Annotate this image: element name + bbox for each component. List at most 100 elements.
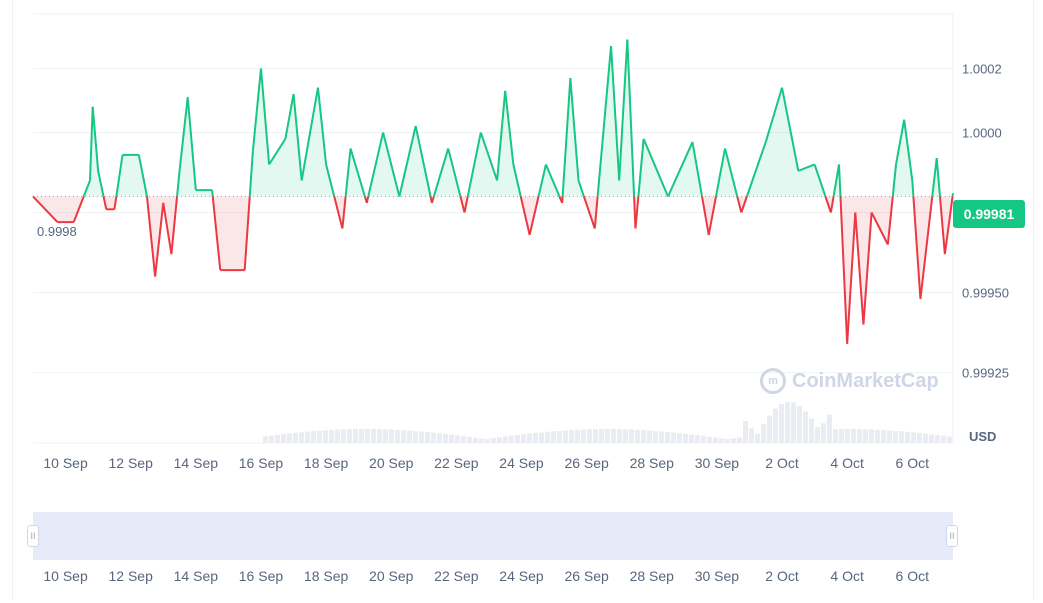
price-area-segment	[798, 164, 815, 197]
price-line-segment	[891, 164, 898, 197]
price-area-segment	[782, 87, 799, 197]
price-line-segment	[886, 196, 894, 245]
price-line-segment	[178, 97, 189, 171]
y-tick-label: 1.0002	[962, 61, 1002, 76]
price-line-segment	[593, 196, 599, 229]
price-line-segment	[137, 154, 148, 197]
x-tick-label: 6 Oct	[895, 455, 930, 471]
volume-bar	[725, 438, 730, 443]
volume-bar	[497, 437, 502, 443]
price-area-segment	[252, 68, 261, 197]
volume-bar	[917, 432, 922, 443]
volume-bar	[581, 429, 586, 443]
range-navigator[interactable]	[33, 512, 953, 560]
volume-bar	[737, 437, 742, 443]
navigator-tick-label: 6 Oct	[895, 568, 930, 584]
y-tick-label: 1.0000	[962, 125, 1002, 140]
price-line-segment	[577, 180, 585, 197]
navigator-right-handle[interactable]: II	[946, 525, 958, 547]
volume-bar	[905, 431, 910, 443]
volume-bar	[713, 437, 718, 443]
volume-bar	[689, 434, 694, 443]
volume-bar	[659, 431, 664, 443]
x-tick-label: 26 Sep	[564, 455, 609, 471]
navigator-left-handle[interactable]: II	[27, 525, 39, 547]
price-line-segment	[724, 148, 739, 197]
price-line-segment	[170, 196, 179, 255]
volume-bar	[347, 429, 352, 443]
price-line-segment	[367, 132, 385, 197]
navigator-tick-label: 2 Oct	[765, 568, 799, 584]
price-line-segment	[938, 196, 946, 255]
price-line-segment	[824, 196, 832, 213]
volume-bar	[695, 435, 700, 443]
price-line-segment	[667, 141, 694, 197]
volume-bar	[605, 429, 610, 443]
volume-bar	[467, 436, 472, 443]
volume-bar	[479, 438, 484, 443]
volume-bar	[623, 429, 628, 443]
price-line-segment	[430, 196, 435, 204]
volume-bar	[293, 432, 298, 443]
price-line-segment	[97, 170, 105, 197]
price-line-segment	[211, 196, 222, 271]
volume-bar	[299, 432, 304, 443]
volume-bar	[821, 423, 826, 443]
volume-bar	[263, 436, 268, 443]
volume-bar	[719, 438, 724, 443]
volume-bar	[731, 438, 736, 443]
navigator-tick-label: 12 Sep	[108, 568, 153, 584]
price-line-segment	[300, 87, 319, 181]
volume-bar	[377, 429, 382, 443]
price-line-segment	[707, 196, 717, 236]
price-line-segment	[496, 90, 507, 181]
volume-bar	[947, 436, 952, 443]
volume-bar	[431, 432, 436, 443]
price-line-segment	[344, 148, 352, 197]
price-line-segment	[912, 196, 922, 300]
volume-bar	[281, 434, 286, 443]
price-line-segment	[715, 148, 727, 197]
price-line-segment	[145, 196, 157, 277]
volume-bar	[863, 429, 868, 443]
volume-bar	[443, 433, 448, 443]
price-area-segment	[269, 138, 286, 197]
price-line-segment	[365, 196, 370, 204]
x-tick-label: 2 Oct	[765, 455, 799, 471]
price-line-segment	[248, 151, 254, 197]
price-line-segment	[463, 196, 469, 213]
navigator-tick-label: 4 Oct	[830, 568, 864, 584]
volume-bar	[557, 430, 562, 443]
volume-bar	[887, 430, 892, 443]
volume-bar	[551, 431, 556, 443]
price-line-segment	[72, 196, 85, 223]
volume-bar	[773, 408, 778, 443]
price-line-segment	[115, 154, 124, 197]
volume-bar	[419, 431, 424, 443]
navigator-tick-label: 22 Sep	[434, 568, 479, 584]
price-area-segment	[57, 196, 74, 223]
price-line-segment	[927, 196, 934, 229]
x-tick-label: 28 Sep	[629, 455, 674, 471]
price-line-segment	[325, 164, 336, 197]
navigator-tick-label: 26 Sep	[564, 568, 609, 584]
price-line-segment	[113, 196, 118, 210]
price-line-segment	[91, 106, 100, 171]
volume-bar	[797, 405, 802, 443]
x-tick-label: 18 Sep	[303, 455, 349, 471]
price-line-segment	[447, 148, 462, 197]
volume-bar	[749, 428, 754, 443]
watermark-text: CoinMarketCap	[792, 369, 939, 392]
volume-bar	[515, 434, 520, 443]
volume-bar	[641, 430, 646, 443]
volume-bar	[629, 429, 634, 443]
price-area-segment	[220, 196, 245, 271]
price-line	[32, 39, 954, 344]
x-tick-label: 22 Sep	[434, 455, 479, 471]
price-line-segment	[432, 148, 450, 197]
volume-bar	[329, 429, 334, 443]
volume-bar	[587, 429, 592, 443]
price-line-segment	[466, 132, 482, 197]
price-line-segment	[943, 196, 954, 255]
